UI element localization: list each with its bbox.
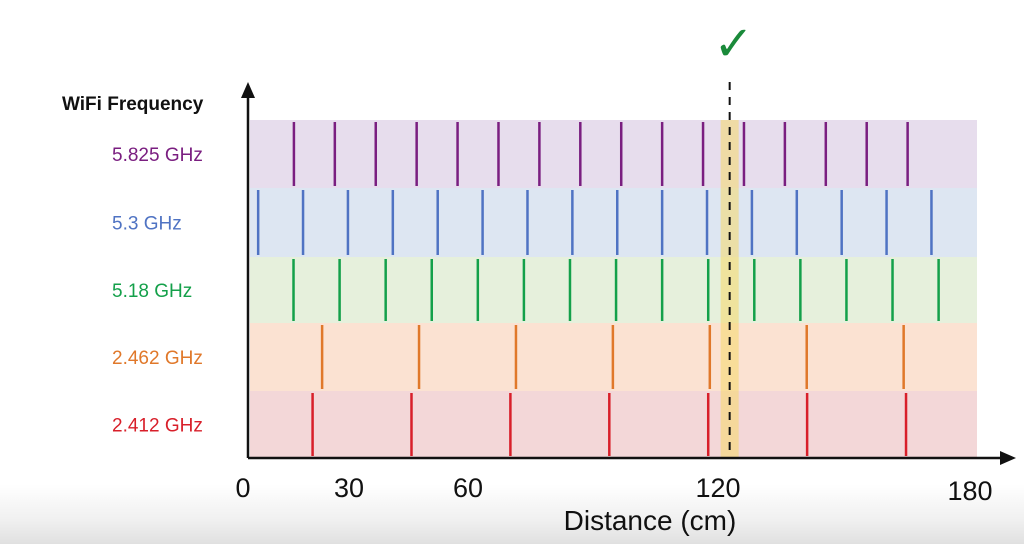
band-label-2: 5.18 GHz: [112, 281, 192, 302]
band-label-1: 5.3 GHz: [112, 214, 182, 235]
x-tick-0: 0: [235, 473, 250, 503]
band-label-0: 5.825 GHz: [112, 145, 203, 166]
band-4: [250, 391, 977, 458]
highlight-column: [720, 120, 739, 458]
band-labels: 5.825 GHz 5.3 GHz 5.18 GHz 2.462 GHz 2.412 G…: [112, 145, 203, 437]
band-2: [250, 257, 977, 323]
y-axis-arrow: [241, 82, 255, 98]
x-axis-arrow: [1000, 451, 1016, 465]
x-tick-60: 60: [453, 473, 483, 503]
band-0: [250, 120, 977, 188]
band-label-3: 2.462 GHz: [112, 348, 203, 369]
phase-marks: [256, 122, 940, 456]
y-axis-title: WiFi Frequency: [62, 94, 204, 115]
x-axis-title: Distance (cm): [564, 505, 737, 536]
band-label-4: 2.412 GHz: [112, 416, 203, 437]
x-tick-120: 120: [695, 473, 740, 503]
x-tick-labels: 0 30 60 120 180: [235, 473, 992, 506]
x-tick-180: 180: [947, 476, 992, 506]
check-icon: ✓: [714, 16, 754, 72]
x-tick-30: 30: [334, 473, 364, 503]
band-1: [250, 188, 977, 257]
